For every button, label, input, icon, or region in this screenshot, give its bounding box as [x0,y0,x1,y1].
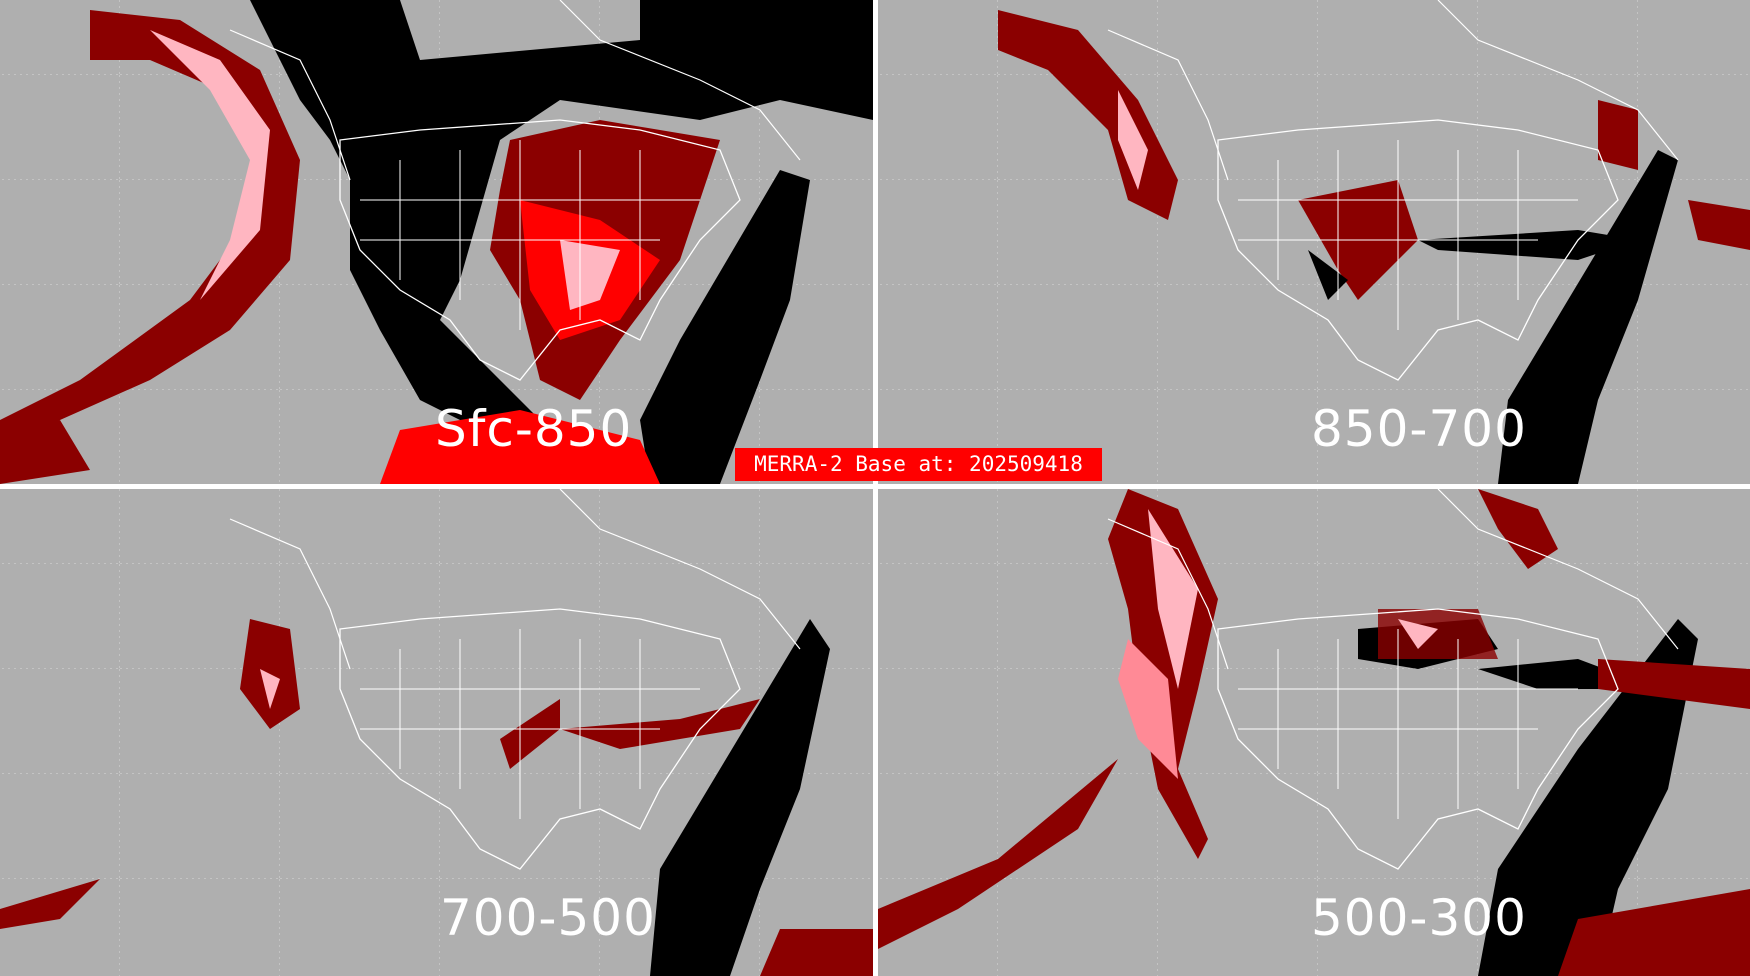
panel-label: 700-500 [440,889,656,947]
map-sfc-850 [0,0,873,484]
panel-700-500: 700-500 [0,489,873,976]
map-850-700 [878,0,1750,484]
panel-850-700: 850-700 [878,0,1750,484]
panel-label: Sfc-850 [435,400,633,458]
dataset-banner: MERRA-2 Base at: 202509418 [735,448,1102,481]
map-700-500 [0,489,873,976]
panel-500-300: 500-300 [878,489,1750,976]
panel-sfc-850: Sfc-850 [0,0,873,484]
map-500-300 [878,489,1750,976]
panel-label: 500-300 [1311,889,1527,947]
panel-label: 850-700 [1311,400,1527,458]
